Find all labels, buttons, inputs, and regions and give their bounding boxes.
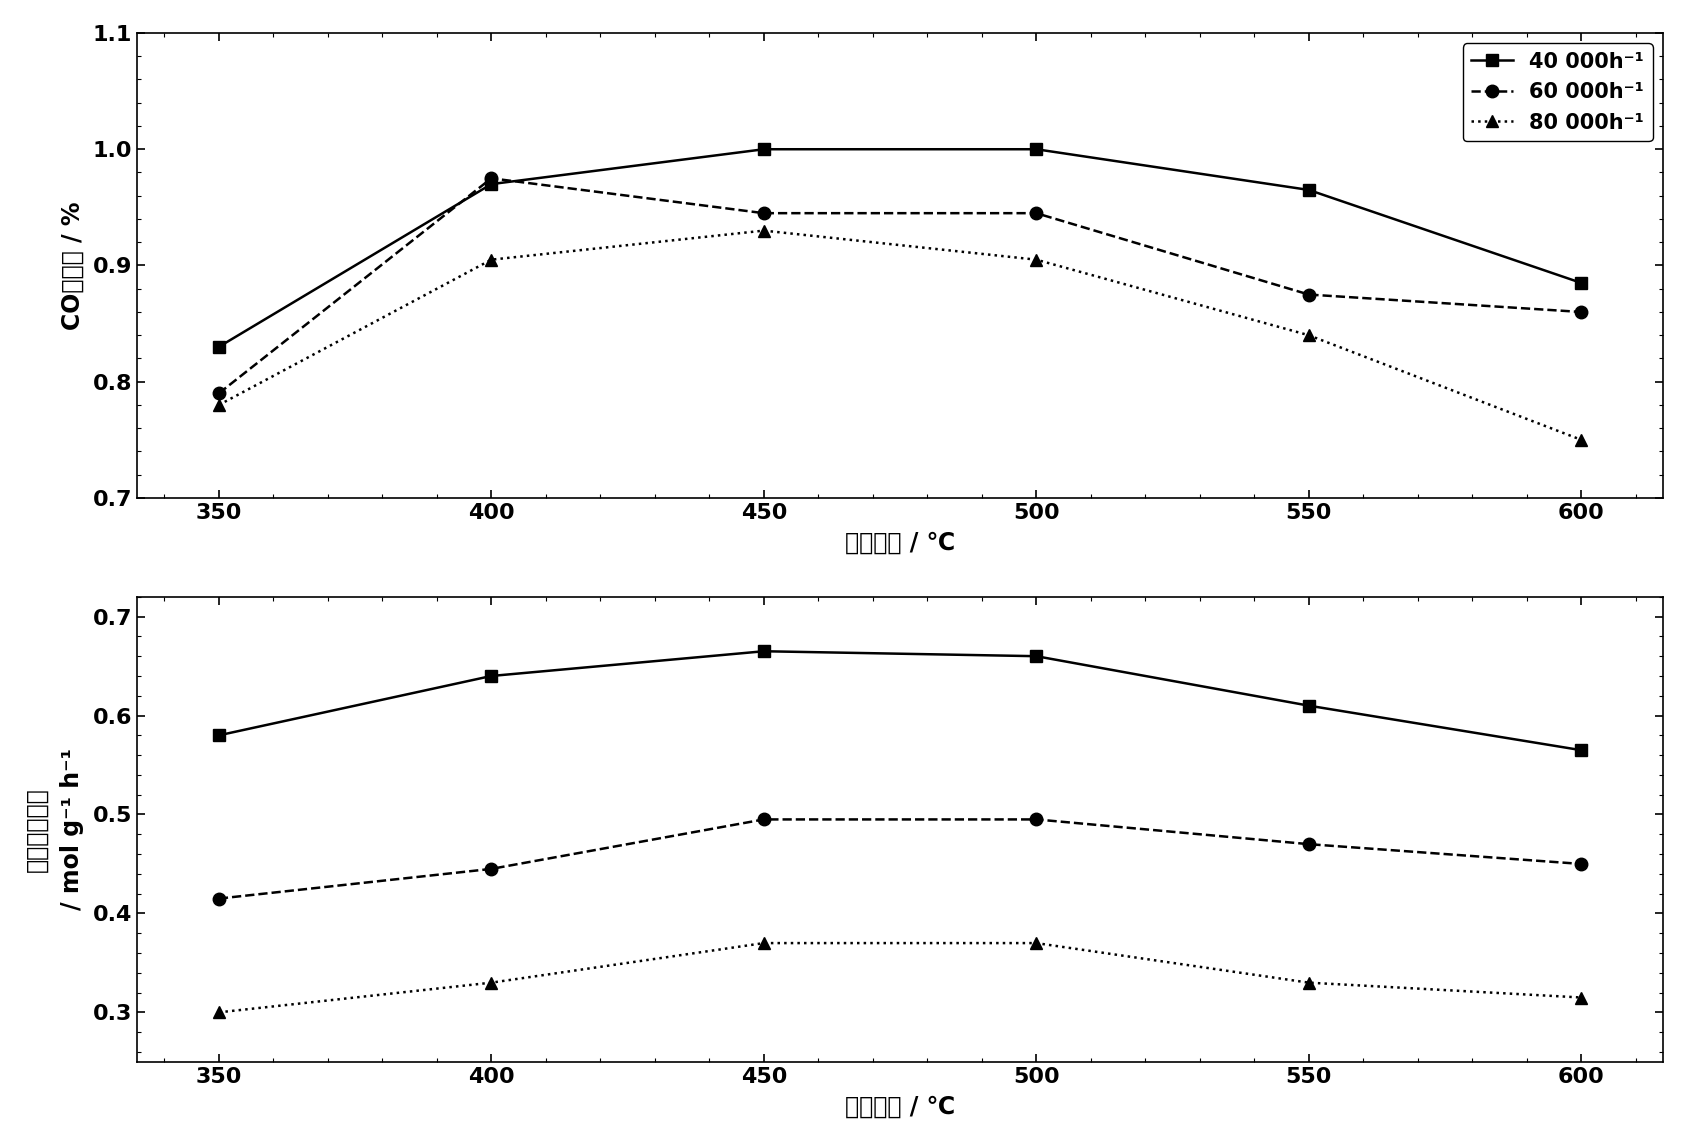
40 000h⁻¹ bbox=[1026, 650, 1047, 664]
60 000h⁻¹ bbox=[481, 863, 501, 876]
60 000h⁻¹ bbox=[1298, 287, 1318, 301]
80 000h⁻¹ bbox=[1572, 432, 1592, 446]
60 000h⁻¹ bbox=[1298, 837, 1318, 851]
Y-axis label: CO转化率 / %: CO转化率 / % bbox=[61, 201, 84, 329]
Line: 60 000h⁻¹: 60 000h⁻¹ bbox=[213, 172, 1587, 399]
40 000h⁻¹ bbox=[481, 177, 501, 191]
Line: 40 000h⁻¹: 40 000h⁻¹ bbox=[213, 143, 1587, 353]
80 000h⁻¹ bbox=[1026, 253, 1047, 267]
60 000h⁻¹ bbox=[1572, 857, 1592, 871]
Legend: 40 000h⁻¹, 60 000h⁻¹, 80 000h⁻¹: 40 000h⁻¹, 60 000h⁻¹, 80 000h⁻¹ bbox=[1463, 43, 1653, 141]
40 000h⁻¹ bbox=[1572, 744, 1592, 757]
X-axis label: 反应温度 / ℃: 反应温度 / ℃ bbox=[846, 1095, 955, 1119]
40 000h⁻¹ bbox=[753, 142, 773, 156]
60 000h⁻¹ bbox=[1026, 206, 1047, 220]
Line: 60 000h⁻¹: 60 000h⁻¹ bbox=[213, 813, 1587, 905]
60 000h⁻¹ bbox=[209, 387, 230, 400]
80 000h⁻¹ bbox=[753, 224, 773, 238]
80 000h⁻¹ bbox=[1026, 936, 1047, 950]
80 000h⁻¹ bbox=[1298, 976, 1318, 990]
80 000h⁻¹ bbox=[481, 253, 501, 267]
40 000h⁻¹ bbox=[1026, 142, 1047, 156]
80 000h⁻¹ bbox=[1298, 328, 1318, 342]
80 000h⁻¹ bbox=[1572, 991, 1592, 1004]
60 000h⁻¹ bbox=[753, 206, 773, 220]
Line: 40 000h⁻¹: 40 000h⁻¹ bbox=[213, 645, 1587, 756]
60 000h⁻¹ bbox=[481, 172, 501, 185]
60 000h⁻¹ bbox=[753, 812, 773, 826]
Line: 80 000h⁻¹: 80 000h⁻¹ bbox=[213, 937, 1587, 1018]
80 000h⁻¹ bbox=[209, 1006, 230, 1019]
60 000h⁻¹ bbox=[209, 891, 230, 905]
60 000h⁻¹ bbox=[1572, 305, 1592, 319]
40 000h⁻¹ bbox=[209, 729, 230, 742]
Y-axis label: 甲烷时空产率
/ mol g⁻¹ h⁻¹: 甲烷时空产率 / mol g⁻¹ h⁻¹ bbox=[25, 748, 84, 911]
80 000h⁻¹ bbox=[481, 976, 501, 990]
Line: 80 000h⁻¹: 80 000h⁻¹ bbox=[213, 224, 1587, 446]
40 000h⁻¹ bbox=[1298, 183, 1318, 197]
40 000h⁻¹ bbox=[753, 644, 773, 658]
40 000h⁻¹ bbox=[209, 340, 230, 353]
80 000h⁻¹ bbox=[209, 398, 230, 412]
X-axis label: 反应温度 / ℃: 反应温度 / ℃ bbox=[846, 531, 955, 555]
80 000h⁻¹ bbox=[753, 936, 773, 950]
40 000h⁻¹ bbox=[481, 669, 501, 683]
40 000h⁻¹ bbox=[1572, 276, 1592, 289]
40 000h⁻¹ bbox=[1298, 699, 1318, 713]
60 000h⁻¹ bbox=[1026, 812, 1047, 826]
